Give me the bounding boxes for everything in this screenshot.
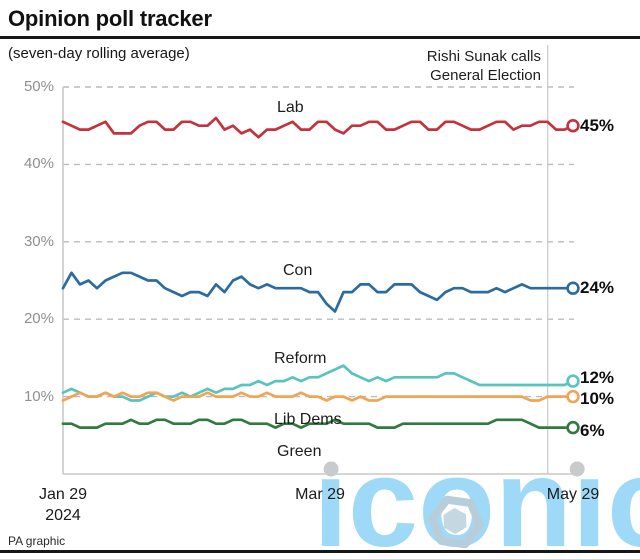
series-line-con: [61, 271, 575, 313]
title-divider: [0, 36, 640, 39]
y-tick-40: 40%: [23, 155, 54, 172]
series-label-reform: Reform: [274, 350, 327, 367]
x-tick-may29: May 29: [546, 486, 600, 503]
event-annotation-line1: Rishi Sunak calls: [426, 48, 541, 65]
end-marker-green: [566, 420, 580, 435]
end-label-green: 6%: [580, 420, 605, 440]
series-line-reform: [61, 364, 575, 402]
y-tick-30: 30%: [23, 233, 54, 250]
event-annotation-line2: General Election: [430, 67, 541, 84]
x-tick-mar29: Mar 29: [295, 486, 345, 503]
page-title: Opinion poll tracker: [8, 6, 212, 31]
event-annotation: Rishi Sunak calls General Election: [427, 47, 541, 85]
end-marker-lab: [566, 118, 580, 133]
series-label-green: Green: [277, 443, 322, 460]
watermark-dot-0: [323, 461, 339, 477]
series-line-lib-dems: [61, 391, 575, 402]
x-tick-jan29: Jan 29: [38, 486, 88, 503]
source-credit: PA graphic: [8, 534, 66, 548]
series-label-lib-dems: Lib Dems: [274, 411, 342, 428]
subtitle: (seven-day rolling average): [8, 45, 190, 62]
watermark-iconic: ıconıc: [313, 432, 640, 559]
end-marker-reform: [566, 374, 580, 388]
watermark-dot-1: [569, 461, 585, 477]
series-label-con: Con: [283, 262, 313, 279]
end-label-lib-dems: 10%: [580, 388, 615, 408]
y-tick-50: 50%: [23, 78, 54, 95]
end-label-lab: 45%: [580, 115, 615, 135]
end-marker-con: [566, 281, 580, 295]
series-line-lab: [61, 116, 575, 139]
series-label-lab: Lab: [277, 99, 304, 116]
series-line-green: [61, 418, 575, 429]
end-label-con: 24%: [580, 278, 615, 298]
bottom-divider: [0, 550, 640, 553]
x-tick-year: 2024: [45, 507, 81, 524]
end-label-reform: 12%: [580, 368, 615, 388]
y-tick-10: 10%: [23, 388, 54, 405]
watermark-hexagon-inner: [443, 508, 467, 534]
watermark-hexagon-outline: [428, 495, 484, 549]
y-tick-20: 20%: [23, 310, 54, 327]
end-marker-lib-dems: [566, 389, 580, 404]
